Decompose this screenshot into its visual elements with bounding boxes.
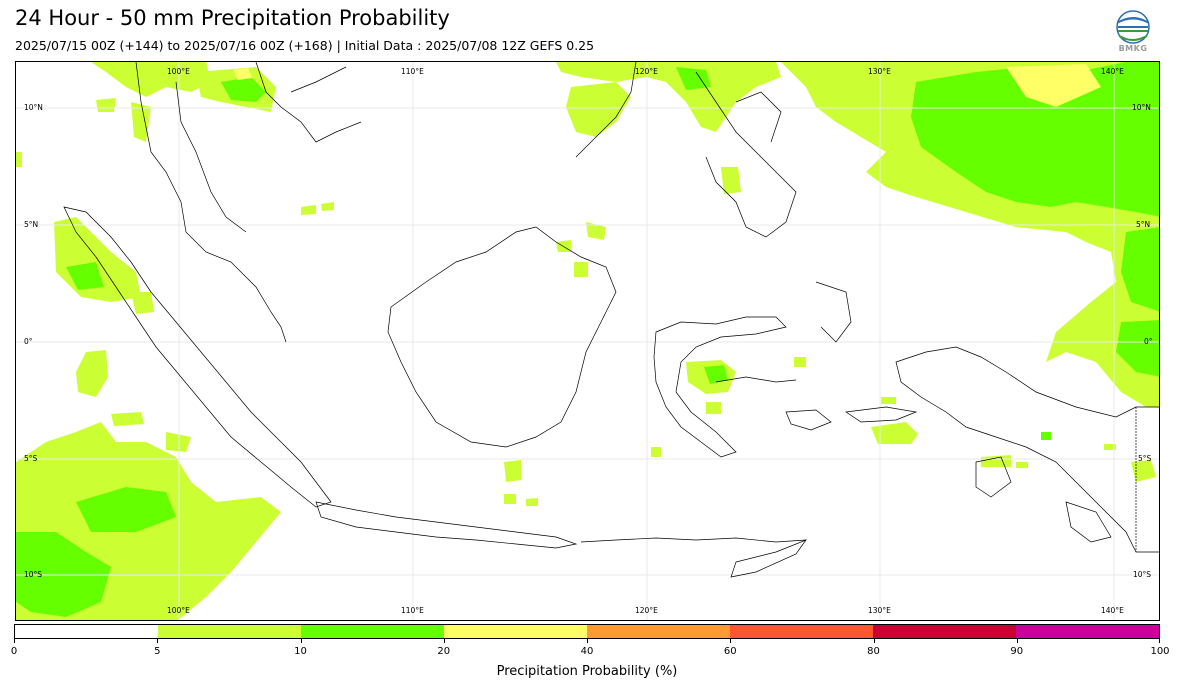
map-canvas: 100°E 110°E 120°E 130°E 140°E 100°E 110°… (16, 62, 1159, 620)
colorbar-segment (444, 625, 587, 638)
colorbar-segment (730, 625, 873, 638)
colorbar-tick-mark (14, 639, 15, 643)
colorbar-tick-mark (587, 639, 588, 643)
shade-5-10 (1041, 432, 1051, 440)
shade-10-20 (676, 67, 711, 90)
lat-label: 5°N (1136, 220, 1150, 229)
colorbar-tick-label: 80 (867, 646, 880, 657)
lon-label: 140°E (1101, 67, 1124, 76)
lat-label: 0° (24, 337, 33, 346)
colorbar-tick-mark (157, 639, 159, 643)
probability-shading (16, 62, 1159, 620)
lon-label: 120°E (635, 67, 658, 76)
lon-label: 130°E (868, 606, 891, 615)
shade-5-10 (651, 447, 661, 457)
colorbar-tick-label: 90 (1010, 646, 1024, 657)
precipitation-map: 100°E 110°E 120°E 130°E 140°E 100°E 110°… (15, 61, 1160, 621)
lon-label: 140°E (1101, 606, 1124, 615)
shade-5-10 (1016, 462, 1028, 468)
shade-20-40 (1006, 64, 1101, 107)
shade-5-10 (111, 412, 144, 426)
shade-10-20 (221, 77, 266, 102)
shade-10-20 (911, 62, 1159, 217)
shade-5-10 (131, 102, 151, 142)
shade-5-10 (706, 402, 721, 414)
shade-5-10 (556, 62, 646, 82)
shade-5-10 (526, 498, 538, 506)
shade-5-10 (1131, 460, 1156, 482)
colorbar-segment (1016, 625, 1159, 638)
colorbar-segment (15, 625, 158, 638)
lat-label: 0° (1144, 337, 1153, 346)
shade-10-20 (1116, 320, 1159, 377)
shade-5-10 (881, 397, 896, 404)
lat-label: 5°N (24, 220, 38, 229)
shade-10-20 (704, 365, 728, 384)
shade-5-10 (76, 350, 108, 397)
coastlines (63, 62, 1159, 578)
lon-label: 110°E (401, 606, 424, 615)
shade-5-10 (631, 62, 781, 132)
colorbar-tick-label: 0 (10, 646, 18, 657)
shade-10-20 (1121, 227, 1159, 312)
shade-5-10 (1104, 444, 1116, 450)
colorbar-segment (158, 625, 301, 638)
colorbar-tick-label: 100 (1150, 646, 1170, 657)
lat-label: 5°S (1138, 454, 1152, 463)
lon-label: 110°E (401, 67, 424, 76)
probability-colorbar (14, 624, 1160, 639)
shade-5-10 (16, 152, 22, 167)
lon-label: 100°E (167, 606, 190, 615)
bmkg-logo-text: BMKG (1118, 44, 1148, 53)
colorbar-segment (873, 625, 1016, 638)
colorbar-tick-label: 20 (437, 646, 451, 657)
lat-label: 10°N (1132, 103, 1151, 112)
gridlines (16, 62, 1159, 620)
shade-5-10 (794, 357, 806, 367)
shade-5-10 (871, 422, 918, 444)
colorbar-segment (587, 625, 730, 638)
shade-5-10 (301, 205, 316, 215)
colorbar-tick-mark (443, 639, 445, 643)
shade-5-10 (721, 167, 741, 194)
colorbar-tick-label: 60 (723, 646, 737, 657)
shade-5-10 (96, 98, 116, 112)
lat-label: 10°S (1133, 570, 1151, 579)
colorbar-tick-mark (1159, 639, 1160, 643)
colorbar-tick-label: 40 (580, 646, 594, 657)
map-title: 24 Hour - 50 mm Precipitation Probabilit… (15, 6, 450, 30)
colorbar-tick-label: 5 (154, 646, 161, 657)
shade-5-10 (566, 82, 631, 137)
shade-5-10 (586, 222, 606, 240)
shade-10-20 (66, 262, 104, 290)
map-subtitle: 2025/07/15 00Z (+144) to 2025/07/16 00Z … (15, 38, 595, 53)
shade-10-20 (76, 487, 176, 532)
lon-label: 130°E (868, 67, 891, 76)
shade-20-40 (233, 68, 252, 80)
map-axis-labels: 100°E 110°E 120°E 130°E 140°E 100°E 110°… (24, 67, 1153, 615)
shade-5-10 (504, 494, 516, 504)
colorbar-tick-mark (730, 639, 732, 643)
lon-label: 120°E (635, 606, 658, 615)
shade-5-10 (321, 202, 334, 211)
lon-label: 100°E (167, 67, 190, 76)
shade-5-10 (981, 455, 1011, 467)
lat-label: 10°S (24, 570, 42, 579)
colorbar-tick-mark (873, 639, 875, 643)
shade-5-10 (504, 460, 521, 482)
colorbar-segment (301, 625, 444, 638)
bmkg-logo (1116, 10, 1150, 44)
colorbar-tick-mark (300, 639, 302, 643)
shade-5-10 (131, 292, 154, 314)
shade-5-10 (574, 262, 588, 277)
lat-label: 5°S (24, 454, 38, 463)
colorbar-label: Precipitation Probability (%) (496, 664, 678, 679)
shade-5-10 (91, 62, 211, 97)
lat-label: 10°N (24, 103, 43, 112)
colorbar-tick-mark (1016, 639, 1018, 643)
colorbar-tick-label: 10 (294, 646, 307, 657)
